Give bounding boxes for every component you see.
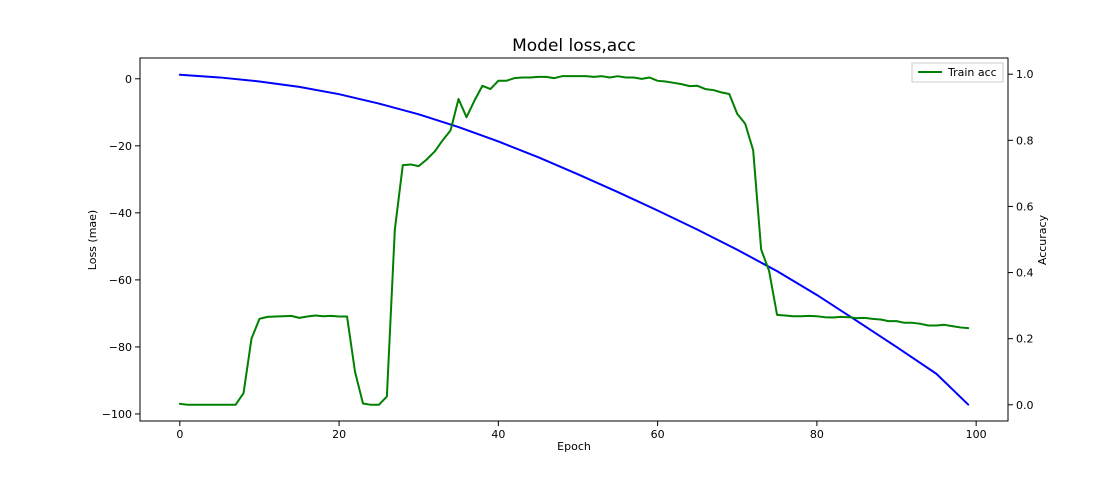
x-axis-ticks: 0 20 40 60 80 100 bbox=[176, 421, 987, 441]
plot-frame bbox=[139, 57, 1009, 422]
legend-box bbox=[911, 62, 1004, 83]
y-tick-label: −60 bbox=[109, 274, 132, 287]
y-axis-ticks: 0 −20 −40 −60 −80 −100 bbox=[102, 73, 140, 421]
train-acc-line bbox=[178, 75, 970, 406]
legend-label-train-acc: Train acc bbox=[947, 66, 997, 79]
y-tick-label: −80 bbox=[109, 341, 132, 354]
y2-tick-label: 0.8 bbox=[1016, 134, 1034, 147]
y-tick-label: −40 bbox=[109, 207, 132, 220]
y2-tick-label: 0.0 bbox=[1016, 399, 1034, 412]
x-tick-label: 60 bbox=[651, 428, 665, 441]
x-tick-label: 80 bbox=[810, 428, 824, 441]
x-axis-label: Epoch bbox=[557, 440, 591, 453]
series-layer bbox=[178, 73, 970, 406]
y-tick-label: −20 bbox=[109, 140, 132, 153]
chart-title: Model loss,acc bbox=[512, 36, 636, 56]
y2-tick-label: 0.2 bbox=[1016, 333, 1034, 346]
y2-axis-label: Accuracy bbox=[1036, 214, 1049, 265]
legend: Train acc bbox=[911, 62, 1004, 83]
y-axis-label: Loss (mae) bbox=[86, 210, 99, 270]
y2-tick-label: 0.4 bbox=[1016, 267, 1034, 280]
y-tick-label: 0 bbox=[125, 73, 132, 86]
x-tick-label: 100 bbox=[966, 428, 987, 441]
x-tick-label: 0 bbox=[176, 428, 183, 441]
x-tick-label: 20 bbox=[332, 428, 346, 441]
x-tick-label: 40 bbox=[491, 428, 505, 441]
y-tick-label: −100 bbox=[102, 408, 132, 421]
loss-line bbox=[178, 73, 970, 406]
y2-tick-label: 0.6 bbox=[1016, 200, 1034, 213]
y2-axis-ticks: 0.0 0.2 0.4 0.6 0.8 1.0 bbox=[1008, 68, 1034, 412]
y2-tick-label: 1.0 bbox=[1016, 68, 1034, 81]
